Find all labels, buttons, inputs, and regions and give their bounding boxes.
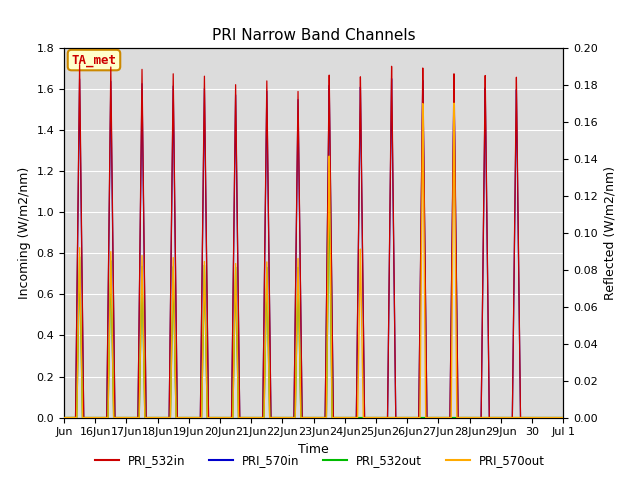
Y-axis label: Incoming (W/m2/nm): Incoming (W/m2/nm): [18, 167, 31, 299]
Title: PRI Narrow Band Channels: PRI Narrow Band Channels: [212, 28, 415, 43]
Legend: PRI_532in, PRI_570in, PRI_532out, PRI_570out: PRI_532in, PRI_570in, PRI_532out, PRI_57…: [90, 449, 550, 472]
X-axis label: Time: Time: [298, 443, 329, 456]
Y-axis label: Reflected (W/m2/nm): Reflected (W/m2/nm): [604, 166, 616, 300]
Text: TA_met: TA_met: [72, 54, 116, 67]
